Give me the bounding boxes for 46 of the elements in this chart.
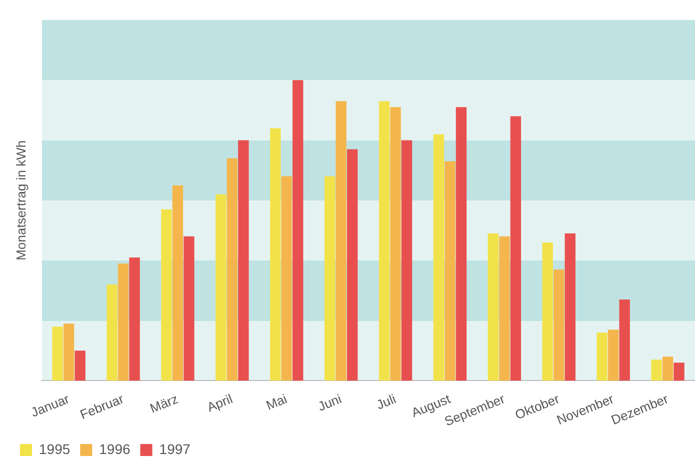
legend-label: 1997 [159,440,191,457]
bar [324,176,336,381]
bar [390,107,401,381]
bar [608,330,619,381]
bar [270,128,281,381]
bar [542,242,553,381]
bar [172,185,184,381]
bar [378,101,390,381]
bar [444,161,456,381]
x-tick-label: Mai [264,391,290,413]
bar [346,149,358,381]
bar [118,263,129,381]
bar [488,233,499,381]
bar [226,158,238,381]
legend-label: 1995 [39,440,70,457]
x-tick-label: April [204,391,235,415]
bar [674,362,684,381]
bar [106,284,118,381]
x-tick-label: Juli [374,391,398,412]
bar [238,140,249,381]
legend-label: 1996 [99,440,131,457]
bar [401,140,412,381]
bar [564,233,576,381]
y-axis-title: Monatsertrag in kWh [13,140,28,260]
x-tick-label: Juni [316,391,344,414]
bar [336,101,346,381]
bar [651,360,662,381]
bar [619,300,630,381]
bar [184,236,194,381]
bar [292,80,304,381]
bar [510,116,522,381]
bar [456,107,467,381]
bar [63,324,74,381]
bar [216,194,226,381]
bar [161,209,172,381]
bar [52,326,63,381]
bar [281,176,292,381]
x-tick-label: Januar [28,390,72,420]
bar [596,332,608,381]
bar [499,236,510,381]
x-tick-label: März [148,391,180,416]
bar [433,134,444,381]
bar [554,269,564,381]
bar [662,356,674,381]
bar [129,257,140,381]
bar [74,350,86,381]
